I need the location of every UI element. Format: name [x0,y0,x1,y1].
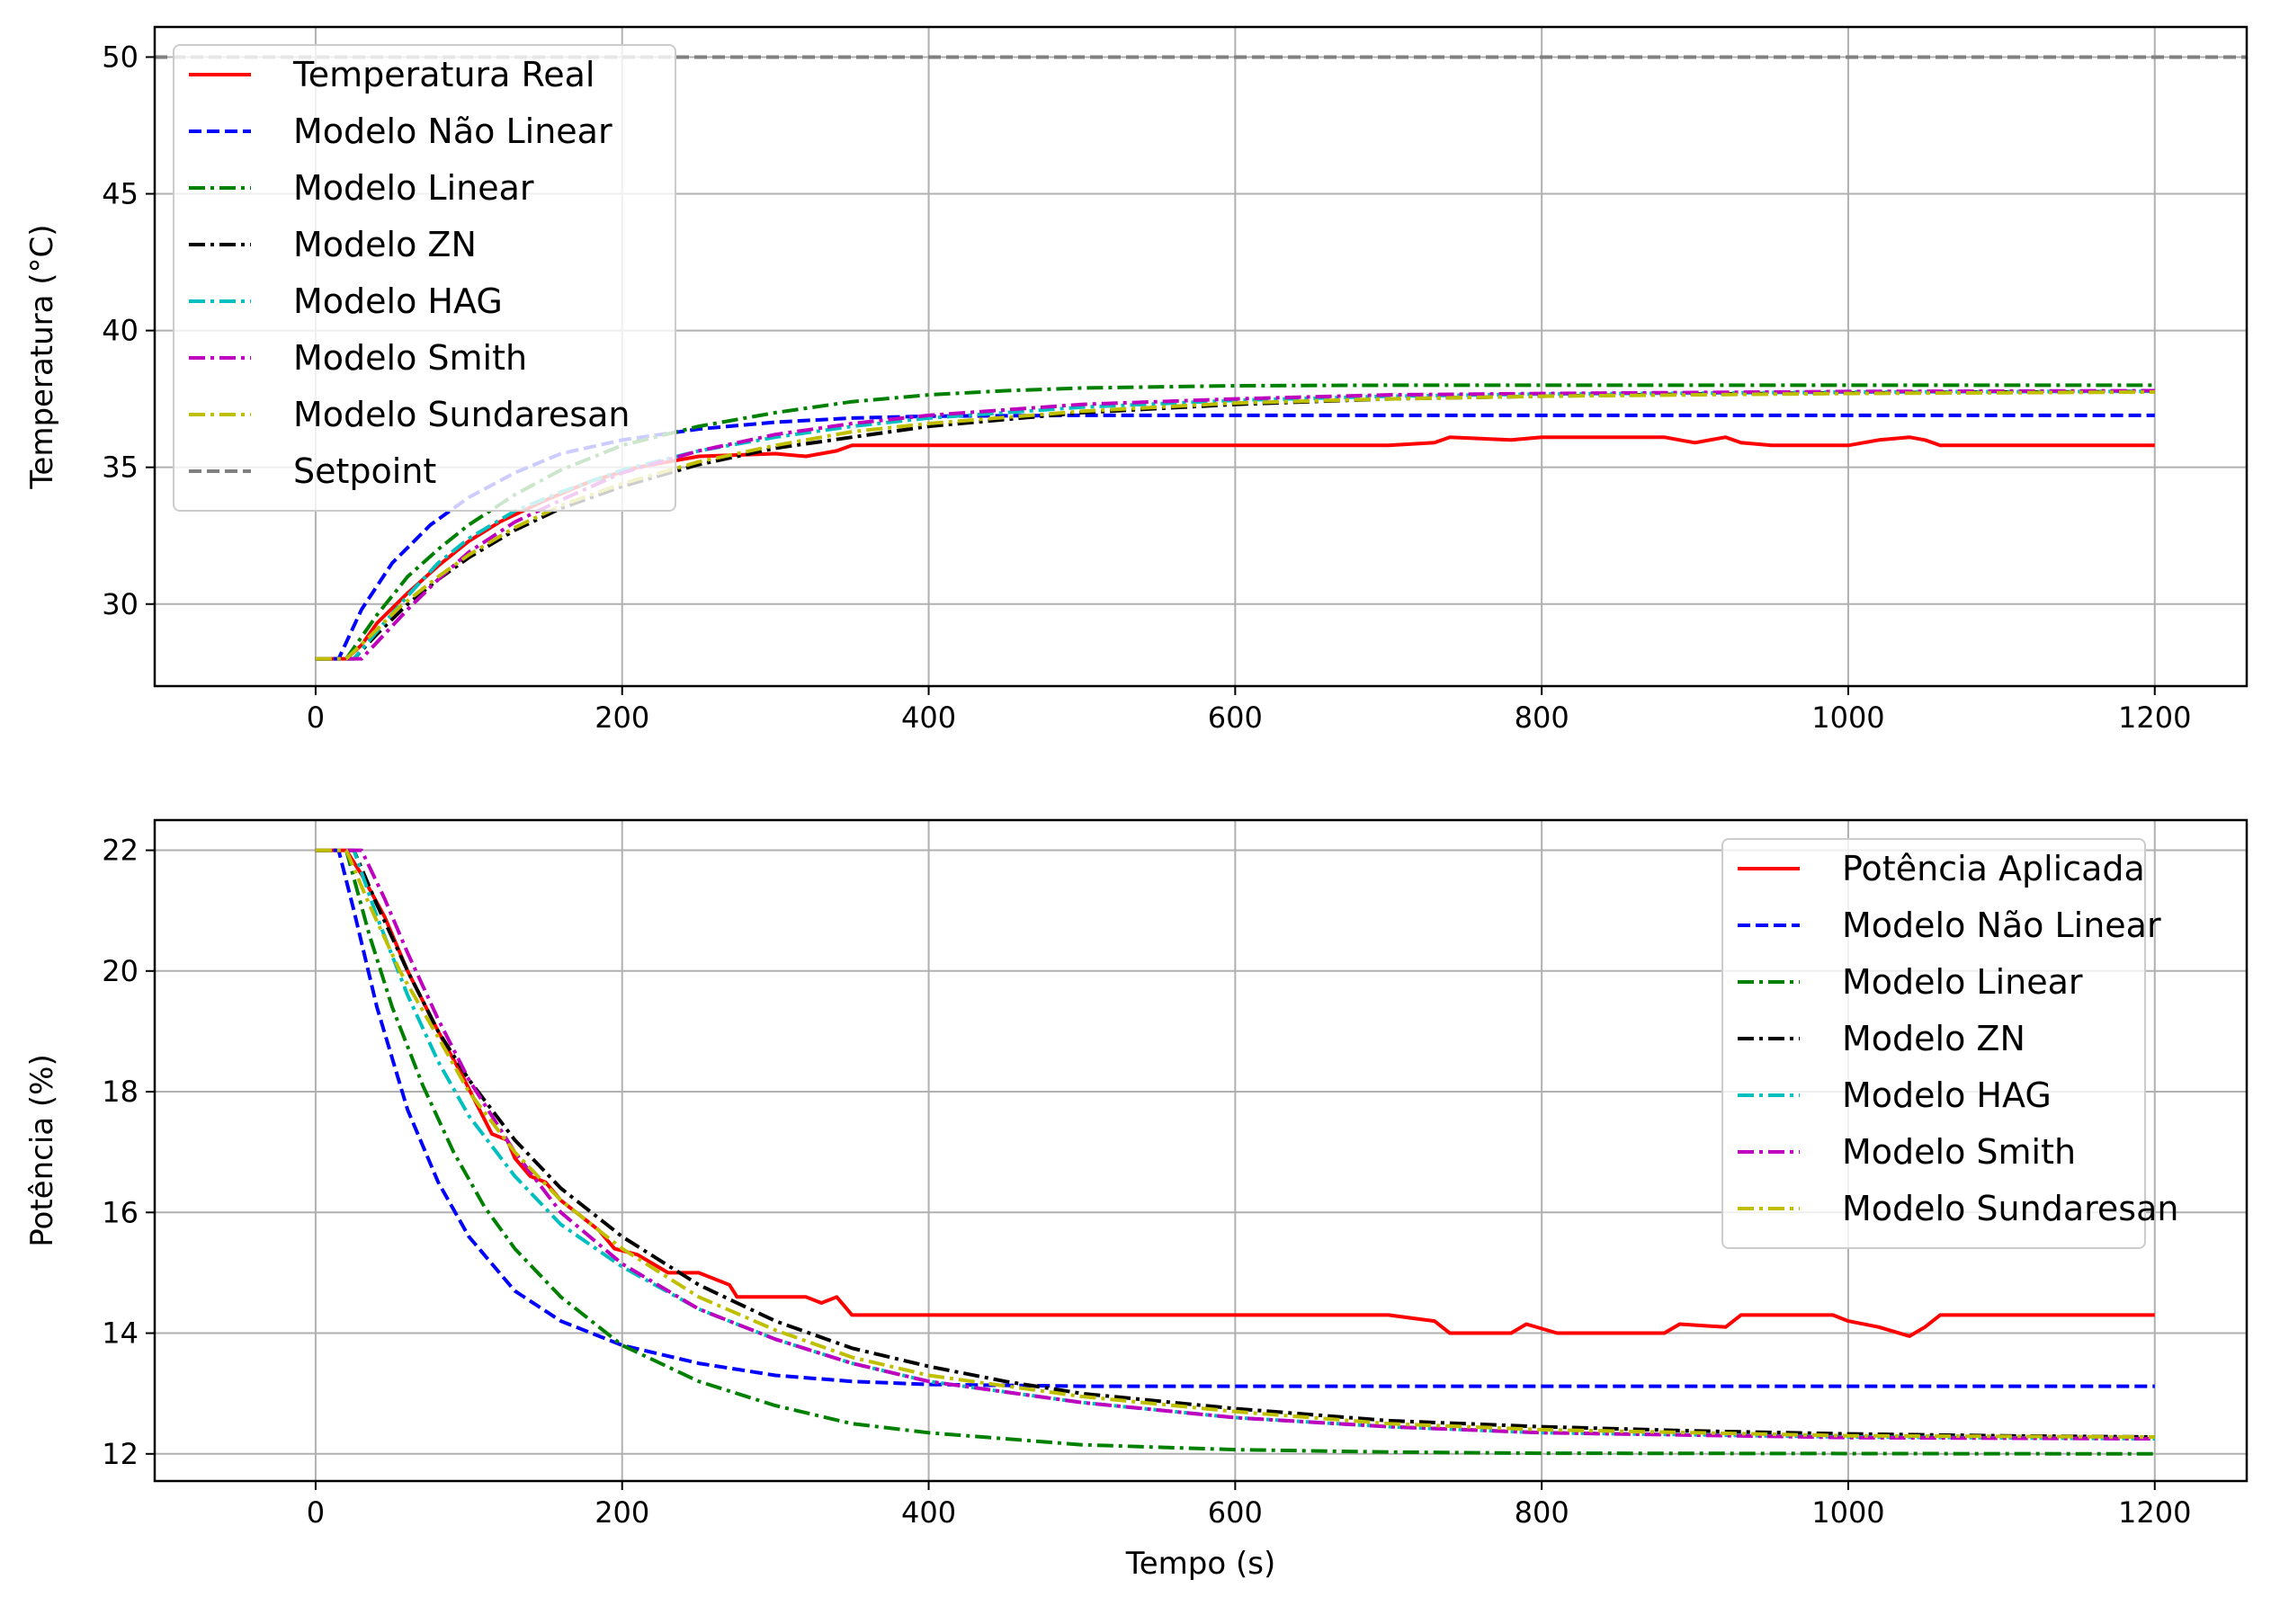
legend-entry-modelo-smith: Modelo Smith [293,338,527,378]
legend-entry-modelo-sundaresan: Modelo Sundaresan [293,395,630,434]
series-line-modelo-zn [315,389,2155,661]
y-tick-label: 14 [102,1316,139,1351]
y-tick-label: 22 [102,834,139,868]
series-group [315,848,2155,1456]
legend-entry-setpoint: Setpoint [293,451,436,491]
x-tick-label: 1200 [2118,1495,2191,1530]
series-line-temperatura-real [315,435,2155,661]
y-tick-label: 30 [102,587,139,621]
series-line-modelo-linear [315,848,2155,1456]
y-axis-label: Temperatura (°C) [24,224,60,489]
y-tick-label: 50 [102,40,139,74]
legend-entry-modelo-zn: Modelo ZN [293,225,477,264]
axes-frame [153,818,2249,1483]
x-tick-label: 1000 [1811,1495,1884,1530]
x-tick-label: 400 [901,700,956,735]
x-axis-label: Tempo (s) [1125,1546,1275,1582]
temperature-chart: 0 200 400 600 800 1000 1200 30 35 40 45 50 Temperatu… [24,25,2249,735]
x-tick-label: 400 [901,1495,956,1530]
x-tick-label: 600 [1208,1495,1263,1530]
legend-entry-modelo-hag: Modelo HAG [1842,1075,2052,1115]
power-chart: 0 200 400 600 800 1000 1200 12 14 16 18 20 22 Potênci… [24,818,2249,1582]
y-tick-label: 12 [102,1437,139,1471]
y-tick-label: 18 [102,1075,139,1109]
series-line-modelo-nao-linear [315,848,2155,1388]
x-tick-label: 600 [1208,700,1263,735]
series-line-modelo-hag [315,848,2155,1441]
y-tick-label: 20 [102,954,139,988]
x-tick-label: 800 [1515,700,1569,735]
x-tick-label: 800 [1515,1495,1569,1530]
legend-entry-modelo-linear: Modelo Linear [1842,962,2083,1002]
x-tick-label: 200 [595,700,649,735]
y-tick-label: 35 [102,451,139,485]
series-line-modelo-linear [315,383,2155,661]
series-line-modelo-sundaresan [315,390,2155,661]
legend-entry-potencia-aplicada: Potência Aplicada [1842,849,2145,888]
series-line-modelo-smith [315,848,2155,1441]
y-tick-label: 40 [102,314,139,348]
x-tick-label: 200 [595,1495,649,1530]
series-line-modelo-smith [315,388,2155,661]
x-tick-label: 0 [307,700,325,735]
legend-entry-modelo-linear: Modelo Linear [293,168,534,208]
legend-entry-modelo-smith: Modelo Smith [1842,1132,2076,1172]
series-line-potencia-aplicada [315,848,2155,1338]
legend-entry-modelo-hag: Modelo HAG [293,281,503,321]
legend-box [173,44,676,512]
y-tick-label: 45 [102,177,139,211]
series-line-modelo-zn [315,848,2155,1439]
y-axis-label: Potência (%) [24,1054,60,1247]
axes-frame [153,25,2249,688]
y-tick-label: 16 [102,1195,139,1229]
legend: Potência Aplicada Modelo Não Linear Modelo… [1721,838,2178,1249]
x-tick-label: 1000 [1811,700,1884,735]
legend-box [1721,838,2146,1249]
legend: Temperatura Real Modelo Não Linear Modelo … [173,44,676,512]
legend-entry-modelo-sundaresan: Modelo Sundaresan [1842,1189,2178,1228]
series-line-modelo-sundaresan [315,848,2155,1439]
x-tick-label: 1200 [2118,700,2191,735]
legend-entry-temperatura-real: Temperatura Real [292,55,595,94]
legend-entry-modelo-nao-linear: Modelo Não Linear [1842,906,2161,945]
legend-entry-modelo-nao-linear: Modelo Não Linear [293,112,612,151]
legend-entry-modelo-zn: Modelo ZN [1842,1019,2025,1058]
x-tick-label: 0 [307,1495,325,1530]
